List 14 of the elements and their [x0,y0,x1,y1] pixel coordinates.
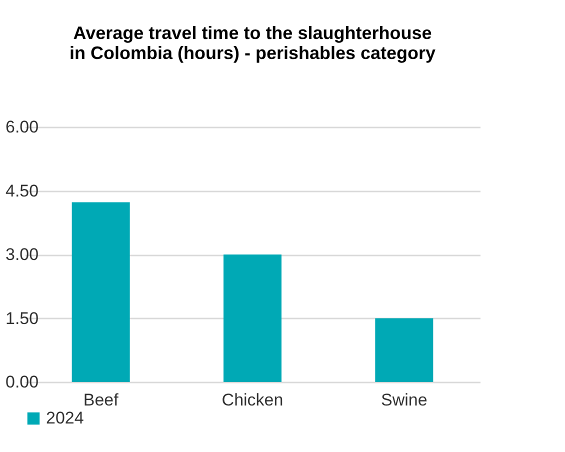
x-tick-label: Swine [381,390,428,410]
y-tick-label: 1.50 [6,308,39,328]
bar [72,202,130,382]
text: in Colombia (hours) - perishables category [69,43,436,63]
y-tick-label: 3.00 [6,245,39,264]
y-tick-label: 0.00 [6,372,39,392]
x-tick-label: Beef [83,390,119,410]
bar [375,318,434,382]
x-tick-label: Chicken [222,390,284,410]
legend-label: 2024 [46,408,84,428]
y-tick-label: 6.00 [6,118,39,136]
y-tick-label: 4.50 [6,181,39,200]
text: Average travel time to the slaughterhouse [73,23,432,43]
bar [224,254,282,382]
